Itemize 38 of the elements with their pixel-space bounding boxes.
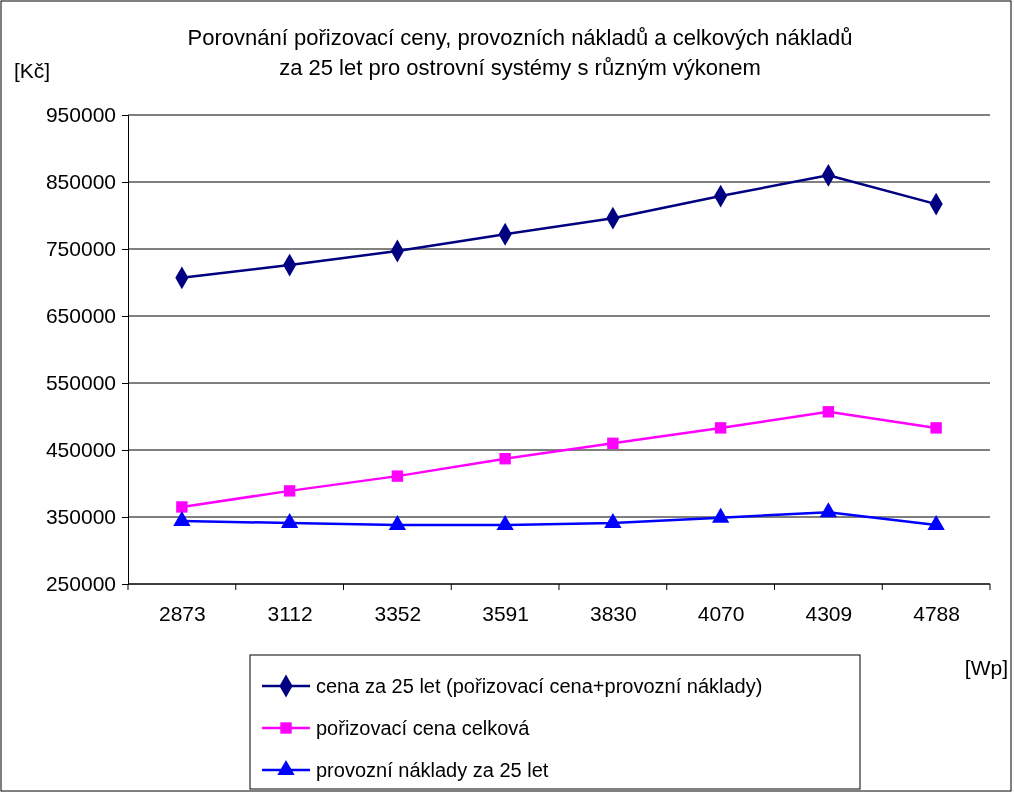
point: [607, 437, 619, 449]
point: [176, 501, 188, 513]
y-tick-label: 550000: [45, 371, 116, 395]
point: [822, 406, 835, 418]
point: [283, 485, 296, 497]
point: [930, 422, 942, 434]
point: [499, 453, 511, 465]
x-tick-label: 4788: [913, 601, 960, 625]
point: [496, 515, 514, 531]
legend-label: provozní náklady za 25 let: [316, 759, 549, 781]
y-tick-label: 650000: [45, 304, 116, 328]
point: [391, 470, 404, 482]
y-tick-label: 350000: [45, 505, 116, 529]
chart-title: Porovnání pořizovací ceny, provozních nákladů a celkových nákladů za 25 let pro ostrovní systémy s různým výkonem: [187, 25, 853, 80]
y-tick-label: 250000: [45, 572, 116, 596]
x-tick-label: 3112: [267, 601, 313, 625]
x-tick-label: 2873: [159, 601, 206, 625]
x-tick-label: 3352: [374, 601, 422, 625]
x-tick-label: 4309: [805, 601, 853, 625]
point: [388, 515, 407, 531]
x-tick-label: 4070: [697, 601, 745, 625]
point: [604, 513, 622, 529]
x-tick-label: 3591: [482, 601, 529, 625]
point: [714, 422, 727, 434]
x-axis-title: [Wp]: [964, 656, 1008, 679]
y-tick-label: 850000: [45, 170, 116, 194]
point: [711, 507, 730, 523]
point: [819, 502, 838, 518]
legend-label: cena za 25 let (pořizovací cena+provozní náklady): [316, 675, 763, 697]
y-tick-label: 450000: [45, 438, 116, 462]
point: [927, 515, 945, 531]
y-axis-title: [Kč]: [14, 59, 51, 82]
legend-label: pořizovací cena celková: [316, 717, 531, 739]
point: [280, 513, 299, 529]
point: [173, 511, 191, 527]
x-tick-label: 3830: [590, 601, 637, 625]
y-tick-label: 950000: [45, 103, 116, 127]
y-tick-label: 750000: [45, 237, 116, 261]
